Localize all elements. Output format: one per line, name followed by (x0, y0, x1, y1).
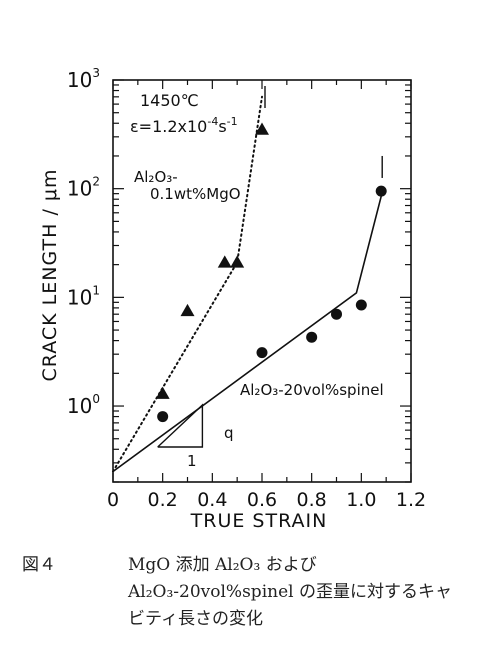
series-label-mgo-line2: 0.1wt%MgO (150, 185, 241, 203)
data-point-triangle (255, 122, 269, 135)
slope-triangle (157, 403, 204, 448)
y-tick-label: 100 (67, 392, 100, 418)
condition-rate-symbol: ε (130, 117, 139, 136)
x-tick-label: 0.2 (148, 489, 178, 511)
x-tick-label: 1.0 (346, 489, 376, 511)
slope-label-q: q (224, 424, 234, 442)
chart-figure: 0 0.2 0.4 0.6 0.8 1.0 1.2 100 101 102 103 1450℃ ε=… (39, 66, 426, 532)
series-lines (112, 86, 383, 473)
plot-border (112, 79, 412, 483)
data-point-triangle (155, 386, 170, 399)
data-point-circle (375, 185, 387, 197)
x-tick-label: 0.8 (297, 489, 327, 511)
data-point-circle (157, 411, 169, 423)
annotations: 1450℃ ε=1.2x10-4s-1 Al₂O₃- 0.1wt%MgO Al₂… (39, 91, 384, 532)
x-tick-label: 0 (107, 489, 119, 511)
fit-line-spinel (112, 196, 382, 473)
slope-label-one: 1 (187, 452, 197, 470)
x-tick-label: 0.4 (197, 489, 227, 511)
plot-frame (112, 79, 412, 483)
x-axis-label: TRUE STRAIN (190, 510, 328, 532)
x-tick-label: 0.6 (247, 489, 277, 511)
data-point-circle (331, 308, 342, 320)
condition-strain-rate: ε=1.2x10-4s-1 (130, 115, 238, 136)
condition-rate-exp: -4 (207, 115, 218, 128)
condition-rate-unit-exp: -1 (227, 115, 238, 128)
tick-labels: 0 0.2 0.4 0.6 0.8 1.0 1.2 100 101 102 103 (67, 66, 426, 511)
condition-rate-value: =1.2x10 (139, 117, 208, 136)
condition-temperature: 1450℃ (140, 91, 199, 110)
condition-rate-unit: s (218, 117, 226, 136)
data-point-circle (256, 347, 268, 359)
data-point-triangle (230, 255, 245, 268)
data-point-triangle (180, 303, 195, 317)
series-label-mgo-line1: Al₂O₃- (134, 168, 178, 186)
series-label-spinel: Al₂O₃-20vol%spinel (240, 381, 384, 399)
caption-label: 図４ (22, 555, 56, 575)
y-tick-label: 103 (67, 66, 100, 92)
x-tick-label: 1.2 (396, 489, 426, 511)
axis-ticks (112, 79, 412, 483)
data-point-circle (306, 331, 318, 343)
fit-line-mgo (112, 95, 263, 473)
y-tick-label: 101 (67, 283, 100, 309)
data-point-circle (355, 299, 367, 311)
caption-text: MgO 添加 Al₂O₃ および Al₂O₃-20vol%spinel の歪量に… (128, 555, 452, 629)
y-tick-label: 102 (67, 175, 100, 201)
series-points (155, 122, 387, 423)
y-axis-label: CRACK LENGTH / μm (39, 169, 61, 382)
data-point-triangle (217, 255, 232, 268)
